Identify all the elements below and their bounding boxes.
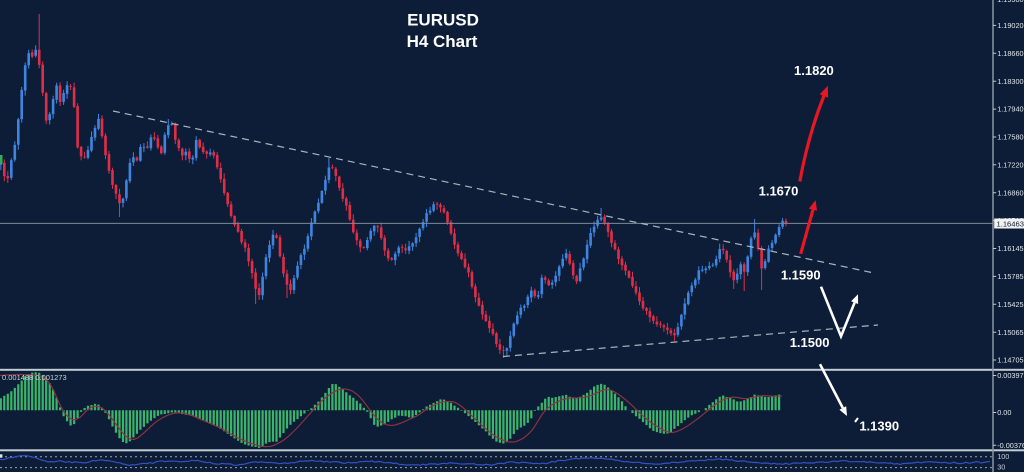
svg-text:1.19380: 1.19380 (997, 0, 1023, 4)
svg-text:EURUSD: EURUSD (407, 10, 479, 29)
svg-text:1.1390: 1.1390 (859, 418, 899, 433)
svg-text:H4 Chart: H4 Chart (407, 32, 478, 51)
svg-text:1.18300: 1.18300 (997, 77, 1023, 86)
svg-text:1.1590: 1.1590 (781, 267, 821, 282)
svg-text:1.14705: 1.14705 (997, 356, 1023, 365)
svg-text:1.17580: 1.17580 (997, 133, 1023, 142)
svg-text:30: 30 (997, 462, 1005, 471)
svg-text:1.15785: 1.15785 (997, 272, 1023, 281)
svg-text:1.17220: 1.17220 (997, 160, 1023, 169)
svg-text:1.16463: 1.16463 (997, 219, 1024, 228)
svg-text:0.003976: 0.003976 (997, 371, 1024, 380)
svg-text:1.17940: 1.17940 (997, 105, 1023, 114)
svg-text:100: 100 (997, 452, 1009, 461)
svg-text:0.001488 0.001273: 0.001488 0.001273 (2, 373, 67, 382)
svg-text:1.1820: 1.1820 (794, 63, 834, 78)
svg-text:1.15065: 1.15065 (997, 328, 1023, 337)
svg-text:1.15425: 1.15425 (997, 300, 1023, 309)
svg-text:1.1500: 1.1500 (790, 335, 830, 350)
svg-text:1.18660: 1.18660 (997, 49, 1023, 58)
svg-text:0.00: 0.00 (997, 408, 1011, 417)
svg-text:1.19020: 1.19020 (997, 21, 1023, 30)
svg-text:1.1670: 1.1670 (759, 184, 799, 199)
svg-text:-0.00376: -0.00376 (997, 441, 1024, 450)
svg-text:1.16860: 1.16860 (997, 188, 1023, 197)
svg-text:1.16145: 1.16145 (997, 244, 1023, 253)
